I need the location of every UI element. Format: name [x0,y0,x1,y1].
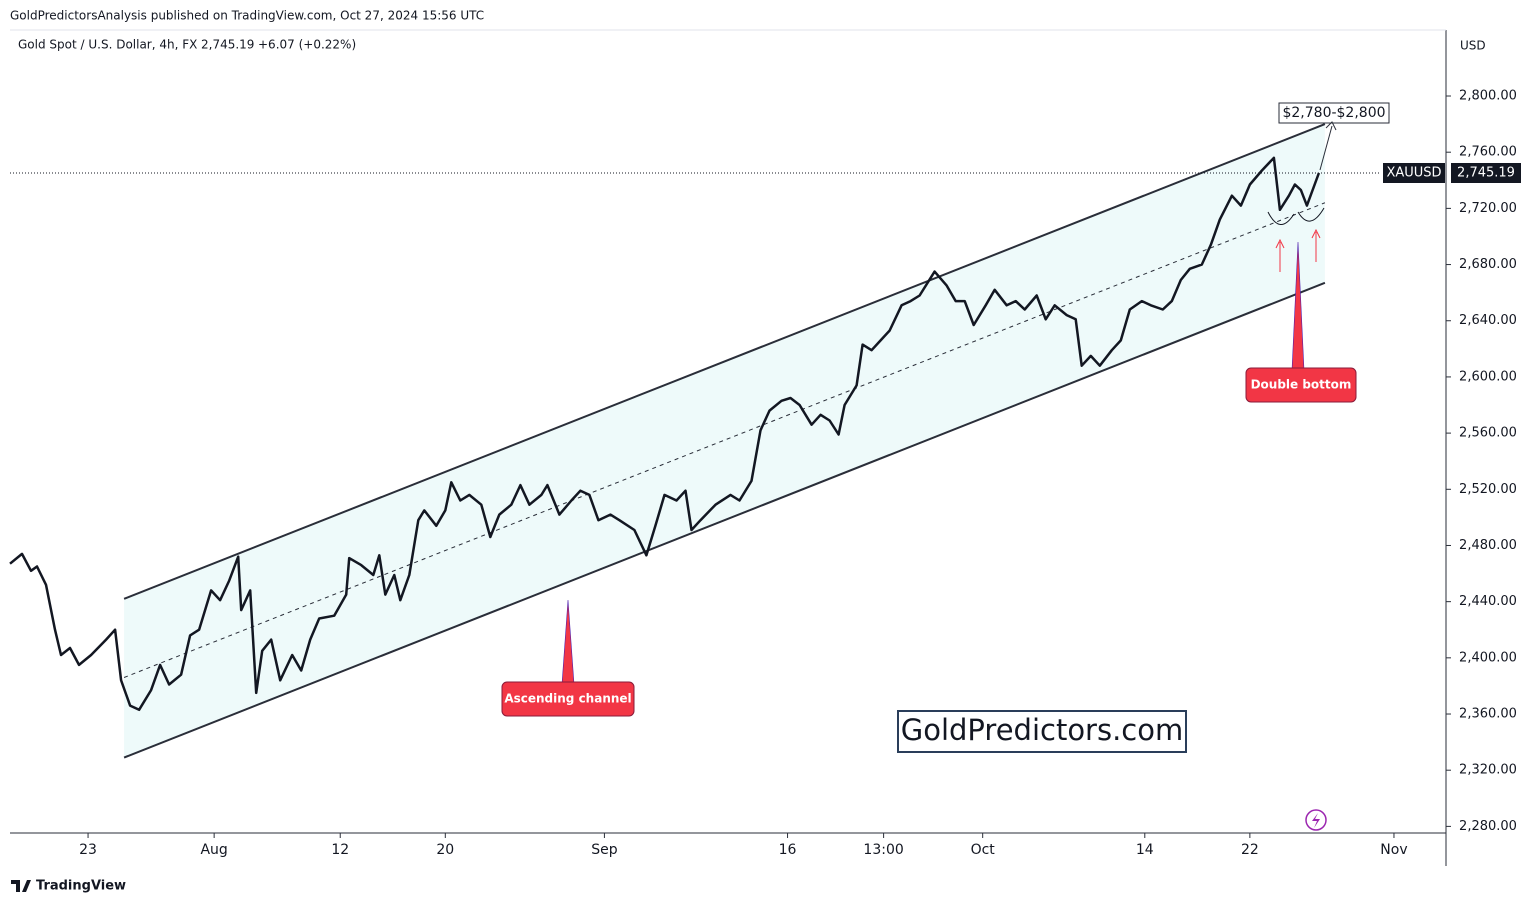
x-tick-label: Oct [971,842,996,858]
channel-lower [123,281,1326,759]
symbol-tag-text: XAUUSD [1386,165,1441,180]
x-tick-label: 13:00 [863,842,903,858]
target-box [1278,102,1390,124]
x-tick-label: 16 [779,842,797,858]
up-arrow [1311,228,1321,262]
price-line [9,156,1321,712]
price-tag-text: 2,745.19 [1457,165,1515,180]
y-tick-label: 2,680.00 [1459,257,1517,272]
x-tick-label: Sep [591,842,618,858]
y-tick-label: 2,480.00 [1459,538,1517,553]
axes: 2,280.00 2,320.00 2,360.00 2,400.00 2,440.00… [79,89,1517,858]
target-label: $2,780-$2,800 [1282,105,1385,121]
price-tag [1451,162,1521,183]
up-arrow [1275,238,1285,272]
header-change: +6.07 (+0.22%) [258,38,356,52]
y-tick-label: 2,360.00 [1459,707,1517,722]
target-arrow-head [1325,121,1337,131]
brand-logo [11,880,31,892]
y-tick-label: 2,560.00 [1459,426,1517,441]
y-tick-label: 2,800.00 [1459,89,1517,104]
price-tags: XAUUSD 2,745.19 [1383,162,1521,183]
channel-fill [124,124,1325,758]
y-tick-label: 2,760.00 [1459,145,1517,160]
symbol-tag [1383,162,1445,183]
x-tick-label: 22 [1241,842,1259,858]
y-tick-label: 2,720.00 [1459,201,1517,216]
x-tick-label: 14 [1136,842,1154,858]
channel-upper [123,123,1326,600]
x-tick-label: Aug [200,842,227,858]
plot-area [9,123,1380,759]
lightning-icon[interactable] [1305,809,1327,831]
y-tick-label: 2,320.00 [1459,763,1517,778]
y-tick-label: 2,520.00 [1459,482,1517,497]
callout-box [1245,367,1357,403]
callout-text: Double bottom [1251,378,1352,392]
brand: TradingView [36,879,126,894]
bottom-arc [1297,207,1325,222]
bottom-arc [1267,211,1295,225]
x-tick-label: 12 [331,842,349,858]
y-tick-label: 2,280.00 [1459,819,1517,834]
header-price: 2,745.19 [201,38,254,52]
publisher-line: GoldPredictorsAnalysis published on Trad… [10,9,484,23]
target-arrow [1319,125,1333,171]
y-tick-label: 2,640.00 [1459,313,1517,328]
currency: USD [1460,39,1486,53]
x-tick-label: Nov [1380,842,1407,858]
watermark: GoldPredictors.com [901,713,1184,747]
y-tick-label: 2,440.00 [1459,594,1517,609]
x-tick-label: 23 [79,842,97,858]
y-tick-label: 2,600.00 [1459,369,1517,384]
x-tick-label: 20 [436,842,454,858]
symbol: Gold Spot / U.S. Dollar, 4h, FX [18,38,197,52]
watermark-box [897,710,1187,753]
lightning-bolt [1312,813,1320,828]
y-tick-label: 2,400.00 [1459,650,1517,665]
callout-text: Ascending channel [504,692,631,706]
callout-box [501,681,635,717]
